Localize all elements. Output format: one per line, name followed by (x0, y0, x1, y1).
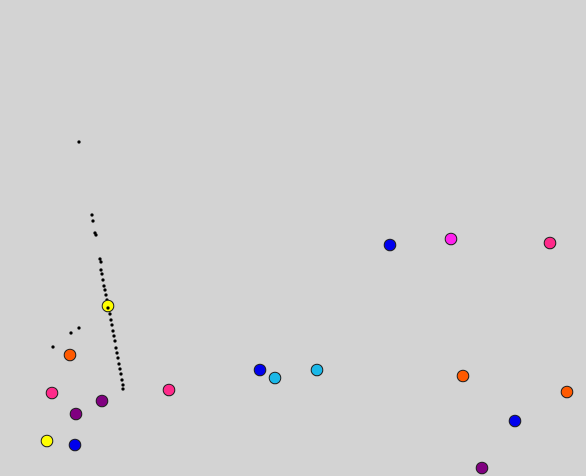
trail-dot (119, 372, 123, 376)
ball-purple[interactable] (95, 394, 109, 408)
trail-dot (77, 140, 81, 144)
ball-purple[interactable] (69, 407, 83, 421)
trail-dot (121, 383, 125, 387)
ball-pink[interactable] (45, 386, 59, 400)
trail-dot (99, 268, 103, 272)
ball-yellow[interactable] (101, 299, 115, 313)
ball-blue[interactable] (383, 238, 397, 252)
trail-dot (110, 323, 114, 327)
ball-yellow[interactable] (40, 434, 54, 448)
trail-dot (121, 387, 125, 391)
trail-dot (51, 345, 55, 349)
trail-dot (117, 362, 121, 366)
trail-dot (102, 284, 106, 288)
trail-dot (115, 351, 119, 355)
trail-dot (111, 329, 115, 333)
ball-core-dot (106, 306, 110, 310)
trail-dot (108, 312, 112, 316)
trail-dot (91, 219, 95, 223)
trail-dot (113, 339, 117, 343)
ball-cyan[interactable] (268, 371, 282, 385)
ball-magenta[interactable] (444, 232, 458, 246)
ball-blue[interactable] (508, 414, 522, 428)
trail-dot (98, 257, 102, 261)
ball-purple[interactable] (475, 461, 489, 475)
trail-dot (120, 378, 124, 382)
trail-dot (118, 367, 122, 371)
ball-blue[interactable] (253, 363, 267, 377)
trail-dot (94, 233, 98, 237)
trail-dot (100, 272, 104, 276)
balls-layer (40, 232, 574, 475)
trail-dot (104, 293, 108, 297)
trail-dot (116, 356, 120, 360)
ball-pink[interactable] (162, 383, 176, 397)
ball-blue[interactable] (68, 438, 82, 452)
trail-dot (90, 213, 94, 217)
trail-dot (77, 326, 81, 330)
trail-dot (114, 346, 118, 350)
ball-orange[interactable] (560, 385, 574, 399)
trail-dot (112, 334, 116, 338)
trail-dot (109, 318, 113, 322)
trail-dot (69, 331, 73, 335)
ball-orange[interactable] (63, 348, 77, 362)
trail-dot (101, 278, 105, 282)
ball-cyan[interactable] (310, 363, 324, 377)
trail-dot (99, 260, 103, 264)
ball-pink[interactable] (543, 236, 557, 250)
trail-dot (103, 288, 107, 292)
ball-orange[interactable] (456, 369, 470, 383)
